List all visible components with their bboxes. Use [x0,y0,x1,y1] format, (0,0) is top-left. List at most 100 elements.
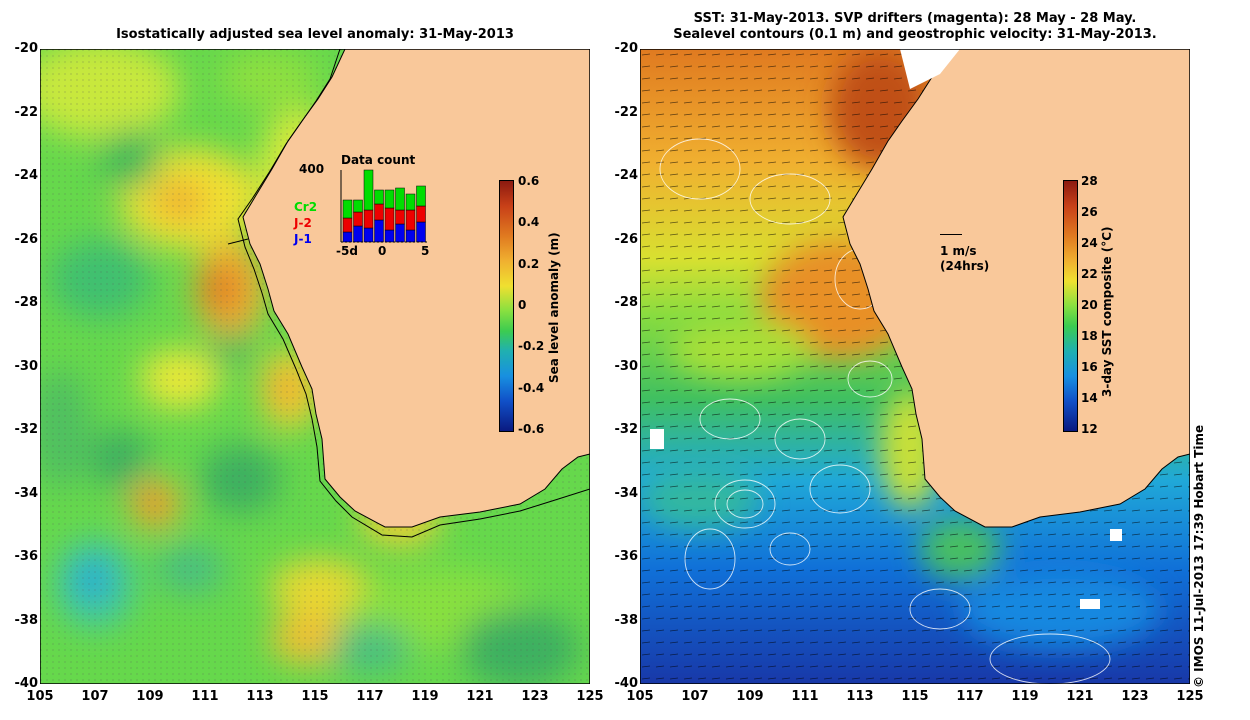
inset-bar-segment [395,223,405,243]
inset-xtick-start: -5d [336,244,358,258]
colorbar-tick-label: 0.6 [518,174,540,188]
lon-tick-label: 105 [26,689,54,704]
inset-bar-segment [342,231,353,243]
inset-bar-segment [353,199,363,213]
lat-tick-label: -32 [614,422,639,437]
inset-bar-segment [384,189,395,209]
lon-tick-label: 119 [411,689,439,704]
right-map-title-line2: Sealevel contours (0.1 m) and geostrophi… [673,27,1157,42]
lat-tick-label: -40 [14,676,39,691]
inset-bar-segment [384,229,395,243]
lat-tick-label: -30 [14,358,39,374]
inset-bar-segment [374,189,384,205]
inset-bar-segment [342,199,353,219]
inset-bar-segment [374,203,384,221]
lat-tick-label: -30 [614,358,639,374]
lat-tick-label: -38 [14,612,39,628]
velocity-scale-label: 1 m/s [940,244,977,258]
colorbar-tick-label: 0.4 [518,215,540,230]
colorbar-tick-label: 26 [1081,205,1098,219]
lon-tick-label: 109 [736,689,764,704]
lat-tick-label: -22 [14,104,39,120]
lat-tick-label: -28 [614,295,639,310]
inset-xtick-end: 5 [421,244,430,258]
inset-bar-segment [405,193,416,211]
lat-tick-label: -26 [614,231,639,247]
inset-bar-segment [395,187,405,211]
colorbar-tick-label: 14 [1081,391,1098,405]
inset-bar-segment [353,225,363,243]
lon-tick-label: 123 [521,689,549,704]
lon-tick-label: 113 [846,689,874,704]
credit-text: © IMOS 11-Jul-2013 17:39 Hobart Time [1192,424,1206,688]
legend-j2: J-2 [294,216,312,230]
inset-bar-segment [405,209,416,231]
lon-tick-label: 121 [466,689,494,704]
right-map-title-line1: SST: 31-May-2013. SVP drifters (magenta)… [693,11,1137,26]
colorbar-tick-label: 22 [1081,267,1098,281]
lat-tick-label: -36 [614,549,639,564]
inset-bar-segment [353,211,363,227]
colorbar-tick-label: 16 [1081,360,1098,374]
lon-tick-label: 123 [1121,689,1149,704]
lat-tick-label: -24 [614,168,639,183]
lat-tick-label: -32 [14,422,39,437]
legend-j1: J-1 [294,232,312,246]
lon-tick-label: 121 [1066,689,1094,704]
lat-tick-label: -24 [14,168,39,183]
lon-tick-label: 107 [681,689,709,704]
sst-colorbar [1063,180,1078,432]
lat-tick-label: -20 [14,41,39,56]
lon-tick-label: 125 [1176,689,1204,704]
velocity-scale-arrow [940,234,962,235]
colorbar-tick-label: 24 [1081,236,1098,250]
inset-bar-segment [416,205,426,223]
inset-ymax-label: 400 [299,162,325,176]
lat-tick-label: -40 [614,676,639,691]
inset-bar-segment [384,207,395,231]
colorbar-tick-label: -0.2 [518,339,545,354]
colorbar-tick-label: -0.6 [518,422,545,436]
inset-bars [340,169,429,243]
lon-tick-label: 117 [956,689,984,704]
sea-level-anomaly-map [40,49,590,684]
sea-level-colorbar-title: Sea level anomaly (m) [547,232,561,383]
lat-tick-label: -28 [14,295,39,310]
lon-tick-label: 115 [901,689,929,704]
inset-bar-segment [395,209,405,225]
colorbar-tick-label: 0 [518,298,527,312]
inset-bar-segment [374,219,384,243]
colorbar-tick-label: 28 [1081,174,1098,188]
inset-xtick-zero: 0 [378,244,387,258]
inset-bar-segment [416,185,426,207]
sst-colorbar-title: 3-day SST composite (°C) [1100,226,1114,397]
lon-tick-label: 117 [356,689,384,704]
inset-bar-segment [342,217,353,233]
lat-tick-label: -34 [614,485,639,501]
colorbar-tick-label: 12 [1081,422,1098,436]
sea-level-colorbar [499,180,514,432]
inset-bar-segment [405,229,416,243]
lon-tick-label: 107 [81,689,109,704]
lon-tick-label: 125 [576,689,604,704]
lat-tick-label: -36 [14,549,39,564]
lon-tick-label: 119 [1011,689,1039,704]
lon-tick-label: 105 [626,689,654,704]
colorbar-tick-label: 20 [1081,298,1098,312]
colorbar-tick-label: 0.2 [518,256,540,271]
left-map-title: Isostatically adjusted sea level anomaly… [116,27,514,42]
lat-tick-label: -20 [614,41,639,56]
lat-tick-label: -26 [14,231,39,247]
sst-map [640,49,1190,684]
lon-tick-label: 115 [301,689,329,704]
lon-tick-label: 113 [246,689,274,704]
lon-tick-label: 111 [191,689,219,704]
inset-title: Data count [341,153,416,167]
inset-bar-segment [363,169,374,211]
colorbar-tick-label: -0.4 [518,380,545,395]
colorbar-tick-label: 18 [1081,329,1098,343]
inset-bar-segment [363,227,374,243]
lon-tick-label: 111 [791,689,819,704]
legend-cr2: Cr2 [294,200,318,214]
lat-tick-label: -34 [14,485,39,501]
